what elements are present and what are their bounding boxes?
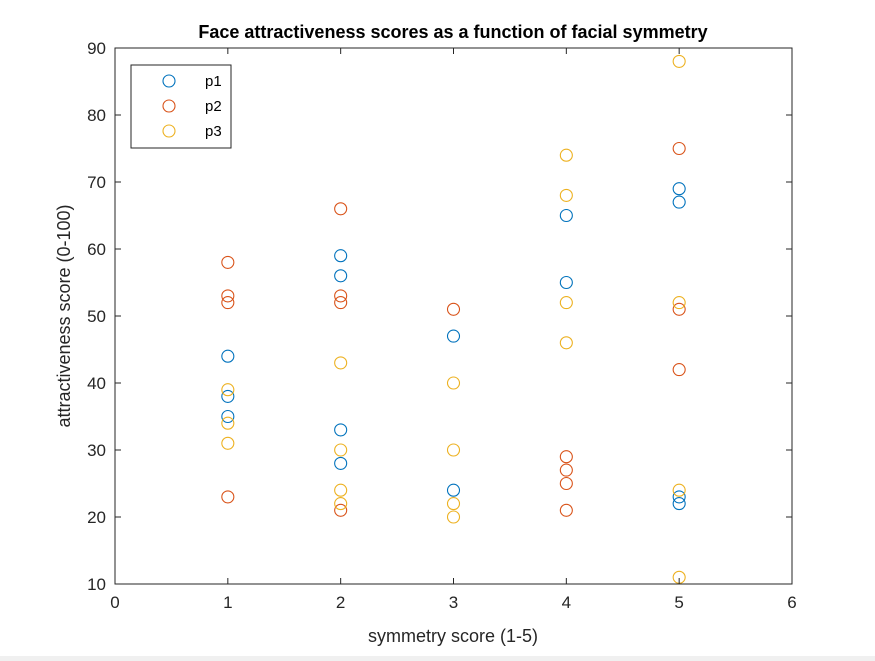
data-point-p3 xyxy=(334,443,348,457)
legend-marker-p3 xyxy=(162,124,176,138)
data-point-p3 xyxy=(672,54,686,68)
data-point-p3 xyxy=(221,436,235,450)
legend-label: p1 xyxy=(205,73,222,90)
data-point-p1 xyxy=(446,329,461,343)
legend-box xyxy=(130,64,232,149)
data-point-p1 xyxy=(446,483,461,497)
data-point-p1 xyxy=(334,423,348,437)
x-axis-label: symmetry score (1-5) xyxy=(368,626,538,646)
data-point-p3 xyxy=(559,188,573,202)
data-point-p1 xyxy=(334,456,348,470)
data-point-p3 xyxy=(559,296,573,310)
data-point-p2 xyxy=(334,296,348,310)
data-point-p2 xyxy=(334,289,348,303)
data-point-p3 xyxy=(221,416,235,430)
y-tick-label: 50 xyxy=(87,307,106,326)
y-tick-label: 40 xyxy=(87,374,106,393)
data-point-p2 xyxy=(446,302,461,316)
data-point-p2 xyxy=(221,289,235,303)
data-point-p2 xyxy=(221,490,235,504)
data-point-p3 xyxy=(334,483,348,497)
y-tick-label: 70 xyxy=(87,173,106,192)
legend: p1 p2 p3 xyxy=(130,64,232,149)
legend-marker-p2 xyxy=(162,99,176,113)
y-tick-label: 30 xyxy=(87,441,106,460)
data-point-p2 xyxy=(559,450,573,464)
legend-marker-p1 xyxy=(162,74,176,88)
data-point-p3 xyxy=(672,483,686,497)
data-point-p3 xyxy=(672,296,686,310)
data-point-p3 xyxy=(221,383,235,397)
x-tick-label: 0 xyxy=(110,593,119,612)
data-marks xyxy=(221,54,686,584)
y-tick-label: 80 xyxy=(87,106,106,125)
x-tick-label: 5 xyxy=(674,593,683,612)
y-tick-label: 20 xyxy=(87,508,106,527)
data-point-p2 xyxy=(672,141,686,156)
data-point-p1 xyxy=(672,195,686,209)
data-point-p1 xyxy=(221,389,235,403)
data-point-p1 xyxy=(221,409,235,424)
data-point-p1 xyxy=(672,182,686,196)
y-tick-label: 60 xyxy=(87,240,106,259)
data-point-p3 xyxy=(446,376,461,390)
data-point-p2 xyxy=(672,302,686,316)
axes: 0 1 2 3 4 5 6 10 20 30 40 50 60 70 80 90 xyxy=(87,39,797,612)
x-tick-label: 2 xyxy=(336,593,345,612)
data-point-p2 xyxy=(559,476,573,491)
data-point-p2 xyxy=(559,503,573,517)
data-point-p1 xyxy=(672,490,686,504)
data-point-p2 xyxy=(221,296,235,310)
y-tick-label: 10 xyxy=(87,575,106,594)
legend-label: p2 xyxy=(205,98,222,115)
chart-title: Face attractiveness scores as a function… xyxy=(198,22,707,42)
data-point-p3 xyxy=(559,148,573,162)
data-point-p3 xyxy=(334,497,348,511)
data-point-p1 xyxy=(672,497,686,511)
data-point-p1 xyxy=(559,275,573,290)
x-tick-label: 1 xyxy=(223,593,232,612)
x-tick-label: 6 xyxy=(787,593,796,612)
data-point-p2 xyxy=(559,463,573,477)
data-point-p1 xyxy=(334,249,348,263)
data-point-p2 xyxy=(334,503,348,517)
y-axis-label: attractiveness score (0-100) xyxy=(54,204,74,427)
data-point-p2 xyxy=(221,255,235,269)
data-point-p3 xyxy=(446,510,461,524)
data-point-p2 xyxy=(334,202,348,216)
data-point-p3 xyxy=(559,336,573,350)
data-point-p2 xyxy=(672,363,686,377)
data-point-p1 xyxy=(221,349,235,363)
data-point-p3 xyxy=(446,443,461,457)
x-tick-label: 4 xyxy=(562,593,571,612)
y-tick-label: 90 xyxy=(87,39,106,58)
data-point-p3 xyxy=(446,497,461,511)
x-tick-label: 3 xyxy=(449,593,458,612)
data-point-p1 xyxy=(334,269,348,283)
legend-label: p3 xyxy=(205,123,222,140)
data-point-p1 xyxy=(559,208,573,223)
data-point-p3 xyxy=(334,356,348,370)
